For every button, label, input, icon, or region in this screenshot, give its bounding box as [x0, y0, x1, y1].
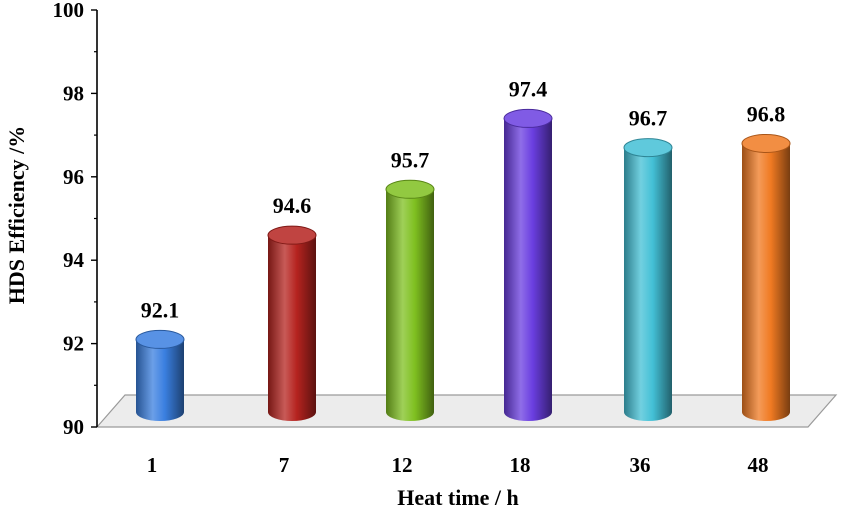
chart-floor — [95, 394, 838, 428]
bar-7 — [267, 225, 317, 421]
y-tick-label: 92 — [63, 332, 84, 356]
x-category-label: 7 — [279, 453, 290, 477]
data-label: 96.8 — [747, 101, 786, 126]
bar-cap — [135, 329, 185, 349]
bars-group: 92.1 94.6 95.7 97.4 96.7 96.8 — [135, 76, 791, 421]
x-category-label: 18 — [510, 453, 531, 477]
data-label: 97.4 — [509, 76, 548, 101]
bar-12 — [385, 179, 435, 421]
data-label: 95.7 — [391, 147, 430, 172]
x-category-label: 1 — [147, 453, 158, 477]
bar-36 — [623, 138, 673, 421]
bar-cap — [741, 133, 791, 153]
bar-base — [742, 403, 790, 421]
y-tick-label: 96 — [63, 165, 84, 189]
bar-base — [386, 403, 434, 421]
x-axis-title: Heat time / h — [397, 485, 519, 510]
bar-base — [136, 403, 184, 421]
y-tick-label: 94 — [63, 248, 85, 272]
bar-cap — [623, 138, 673, 158]
bar-base — [504, 403, 552, 421]
y-axis-title: HDS Efficiency /% — [4, 126, 29, 304]
bar-cap — [503, 108, 553, 128]
x-category-label: 48 — [748, 453, 769, 477]
bar-body — [624, 147, 672, 413]
bar-cap — [385, 179, 435, 199]
x-category-label: 36 — [630, 453, 651, 477]
bar-body — [136, 339, 184, 412]
bar-1 — [135, 329, 185, 421]
y-axis-ticks: 90 92 94 96 98 100 — [53, 0, 97, 439]
data-label: 92.1 — [141, 297, 180, 322]
x-category-label: 12 — [392, 453, 413, 477]
y-tick-label: 90 — [63, 415, 84, 439]
bar-base — [268, 403, 316, 421]
x-axis-labels: 1 7 12 18 36 48 — [147, 453, 769, 477]
bar-body — [386, 189, 434, 412]
bar-48 — [741, 133, 791, 421]
bar-18 — [503, 108, 553, 421]
y-tick-label: 100 — [53, 0, 85, 22]
y-tick-label: 98 — [63, 81, 84, 105]
bar-body — [268, 235, 316, 412]
data-label: 96.7 — [629, 106, 668, 131]
bar-body — [742, 143, 790, 412]
bar-cap — [267, 225, 317, 245]
data-label: 94.6 — [273, 193, 312, 218]
bar-body — [504, 118, 552, 413]
bar-base — [624, 403, 672, 421]
